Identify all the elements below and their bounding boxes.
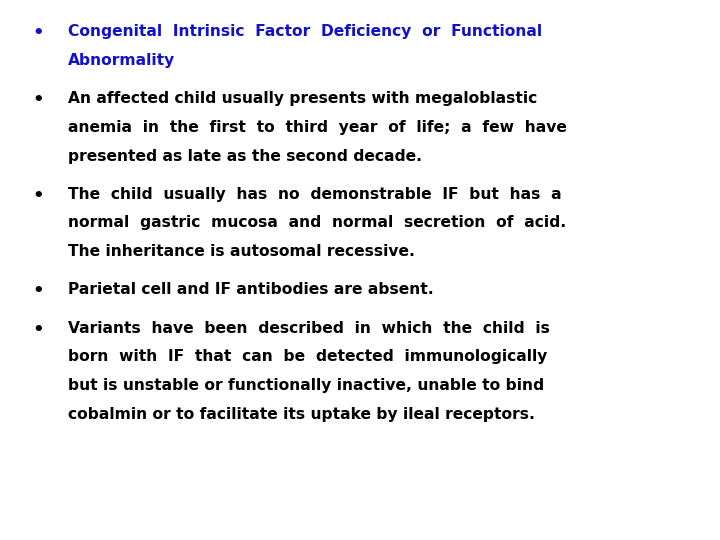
Text: •: • bbox=[32, 321, 44, 339]
Text: but is unstable or functionally inactive, unable to bind: but is unstable or functionally inactive… bbox=[68, 378, 544, 393]
Text: normal  gastric  mucosa  and  normal  secretion  of  acid.: normal gastric mucosa and normal secreti… bbox=[68, 215, 567, 231]
Text: An affected child usually presents with megaloblastic: An affected child usually presents with … bbox=[68, 91, 538, 106]
Text: born  with  IF  that  can  be  detected  immunologically: born with IF that can be detected immuno… bbox=[68, 349, 548, 364]
Text: Abnormality: Abnormality bbox=[68, 53, 176, 68]
Text: The  child  usually  has  no  demonstrable  IF  but  has  a: The child usually has no demonstrable IF… bbox=[68, 187, 562, 202]
Text: Congenital  Intrinsic  Factor  Deficiency  or  Functional: Congenital Intrinsic Factor Deficiency o… bbox=[68, 24, 543, 39]
Text: •: • bbox=[32, 282, 44, 300]
Text: Parietal cell and IF antibodies are absent.: Parietal cell and IF antibodies are abse… bbox=[68, 282, 434, 298]
Text: •: • bbox=[32, 24, 44, 42]
Text: The inheritance is autosomal recessive.: The inheritance is autosomal recessive. bbox=[68, 244, 415, 259]
Text: cobalmin or to facilitate its uptake by ileal receptors.: cobalmin or to facilitate its uptake by … bbox=[68, 407, 536, 422]
Text: •: • bbox=[32, 187, 44, 205]
Text: anemia  in  the  first  to  third  year  of  life;  a  few  have: anemia in the first to third year of lif… bbox=[68, 120, 567, 135]
Text: Variants  have  been  described  in  which  the  child  is: Variants have been described in which th… bbox=[68, 321, 550, 336]
Text: •: • bbox=[32, 91, 44, 109]
Text: presented as late as the second decade.: presented as late as the second decade. bbox=[68, 148, 423, 164]
